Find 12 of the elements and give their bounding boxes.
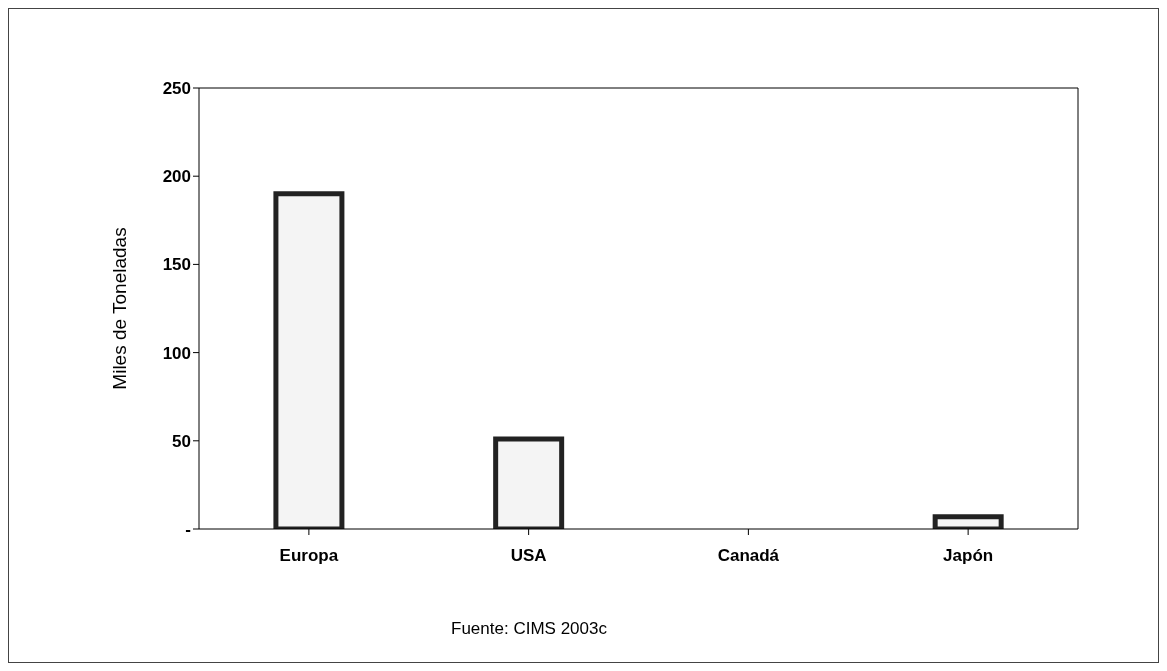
y-tick-label: 50 — [172, 431, 191, 451]
y-tick-label: - — [185, 520, 191, 540]
source-note: Fuente: CIMS 2003c — [450, 619, 608, 639]
x-tick-label: Japón — [943, 546, 994, 566]
x-tick-label: Europa — [279, 546, 339, 566]
y-tick-label: 200 — [162, 167, 191, 187]
x-tick-label: Canadá — [717, 546, 780, 566]
y-axis-title: Miles de Toneladas — [108, 227, 130, 390]
y-tick-label: 100 — [162, 343, 191, 363]
x-tick-label: USA — [510, 546, 547, 566]
y-tick-label: 250 — [162, 79, 191, 99]
y-tick-label: 150 — [162, 255, 191, 275]
